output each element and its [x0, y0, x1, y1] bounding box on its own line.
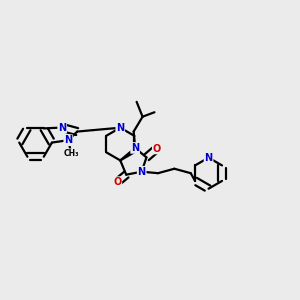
- Text: N: N: [116, 123, 124, 133]
- Text: N: N: [138, 167, 146, 177]
- Text: N: N: [131, 143, 139, 153]
- Text: O: O: [113, 177, 122, 187]
- Text: O: O: [153, 143, 161, 154]
- Text: N: N: [64, 135, 72, 145]
- Text: CH₃: CH₃: [64, 149, 79, 158]
- Text: N: N: [205, 153, 213, 163]
- Text: N: N: [58, 122, 66, 133]
